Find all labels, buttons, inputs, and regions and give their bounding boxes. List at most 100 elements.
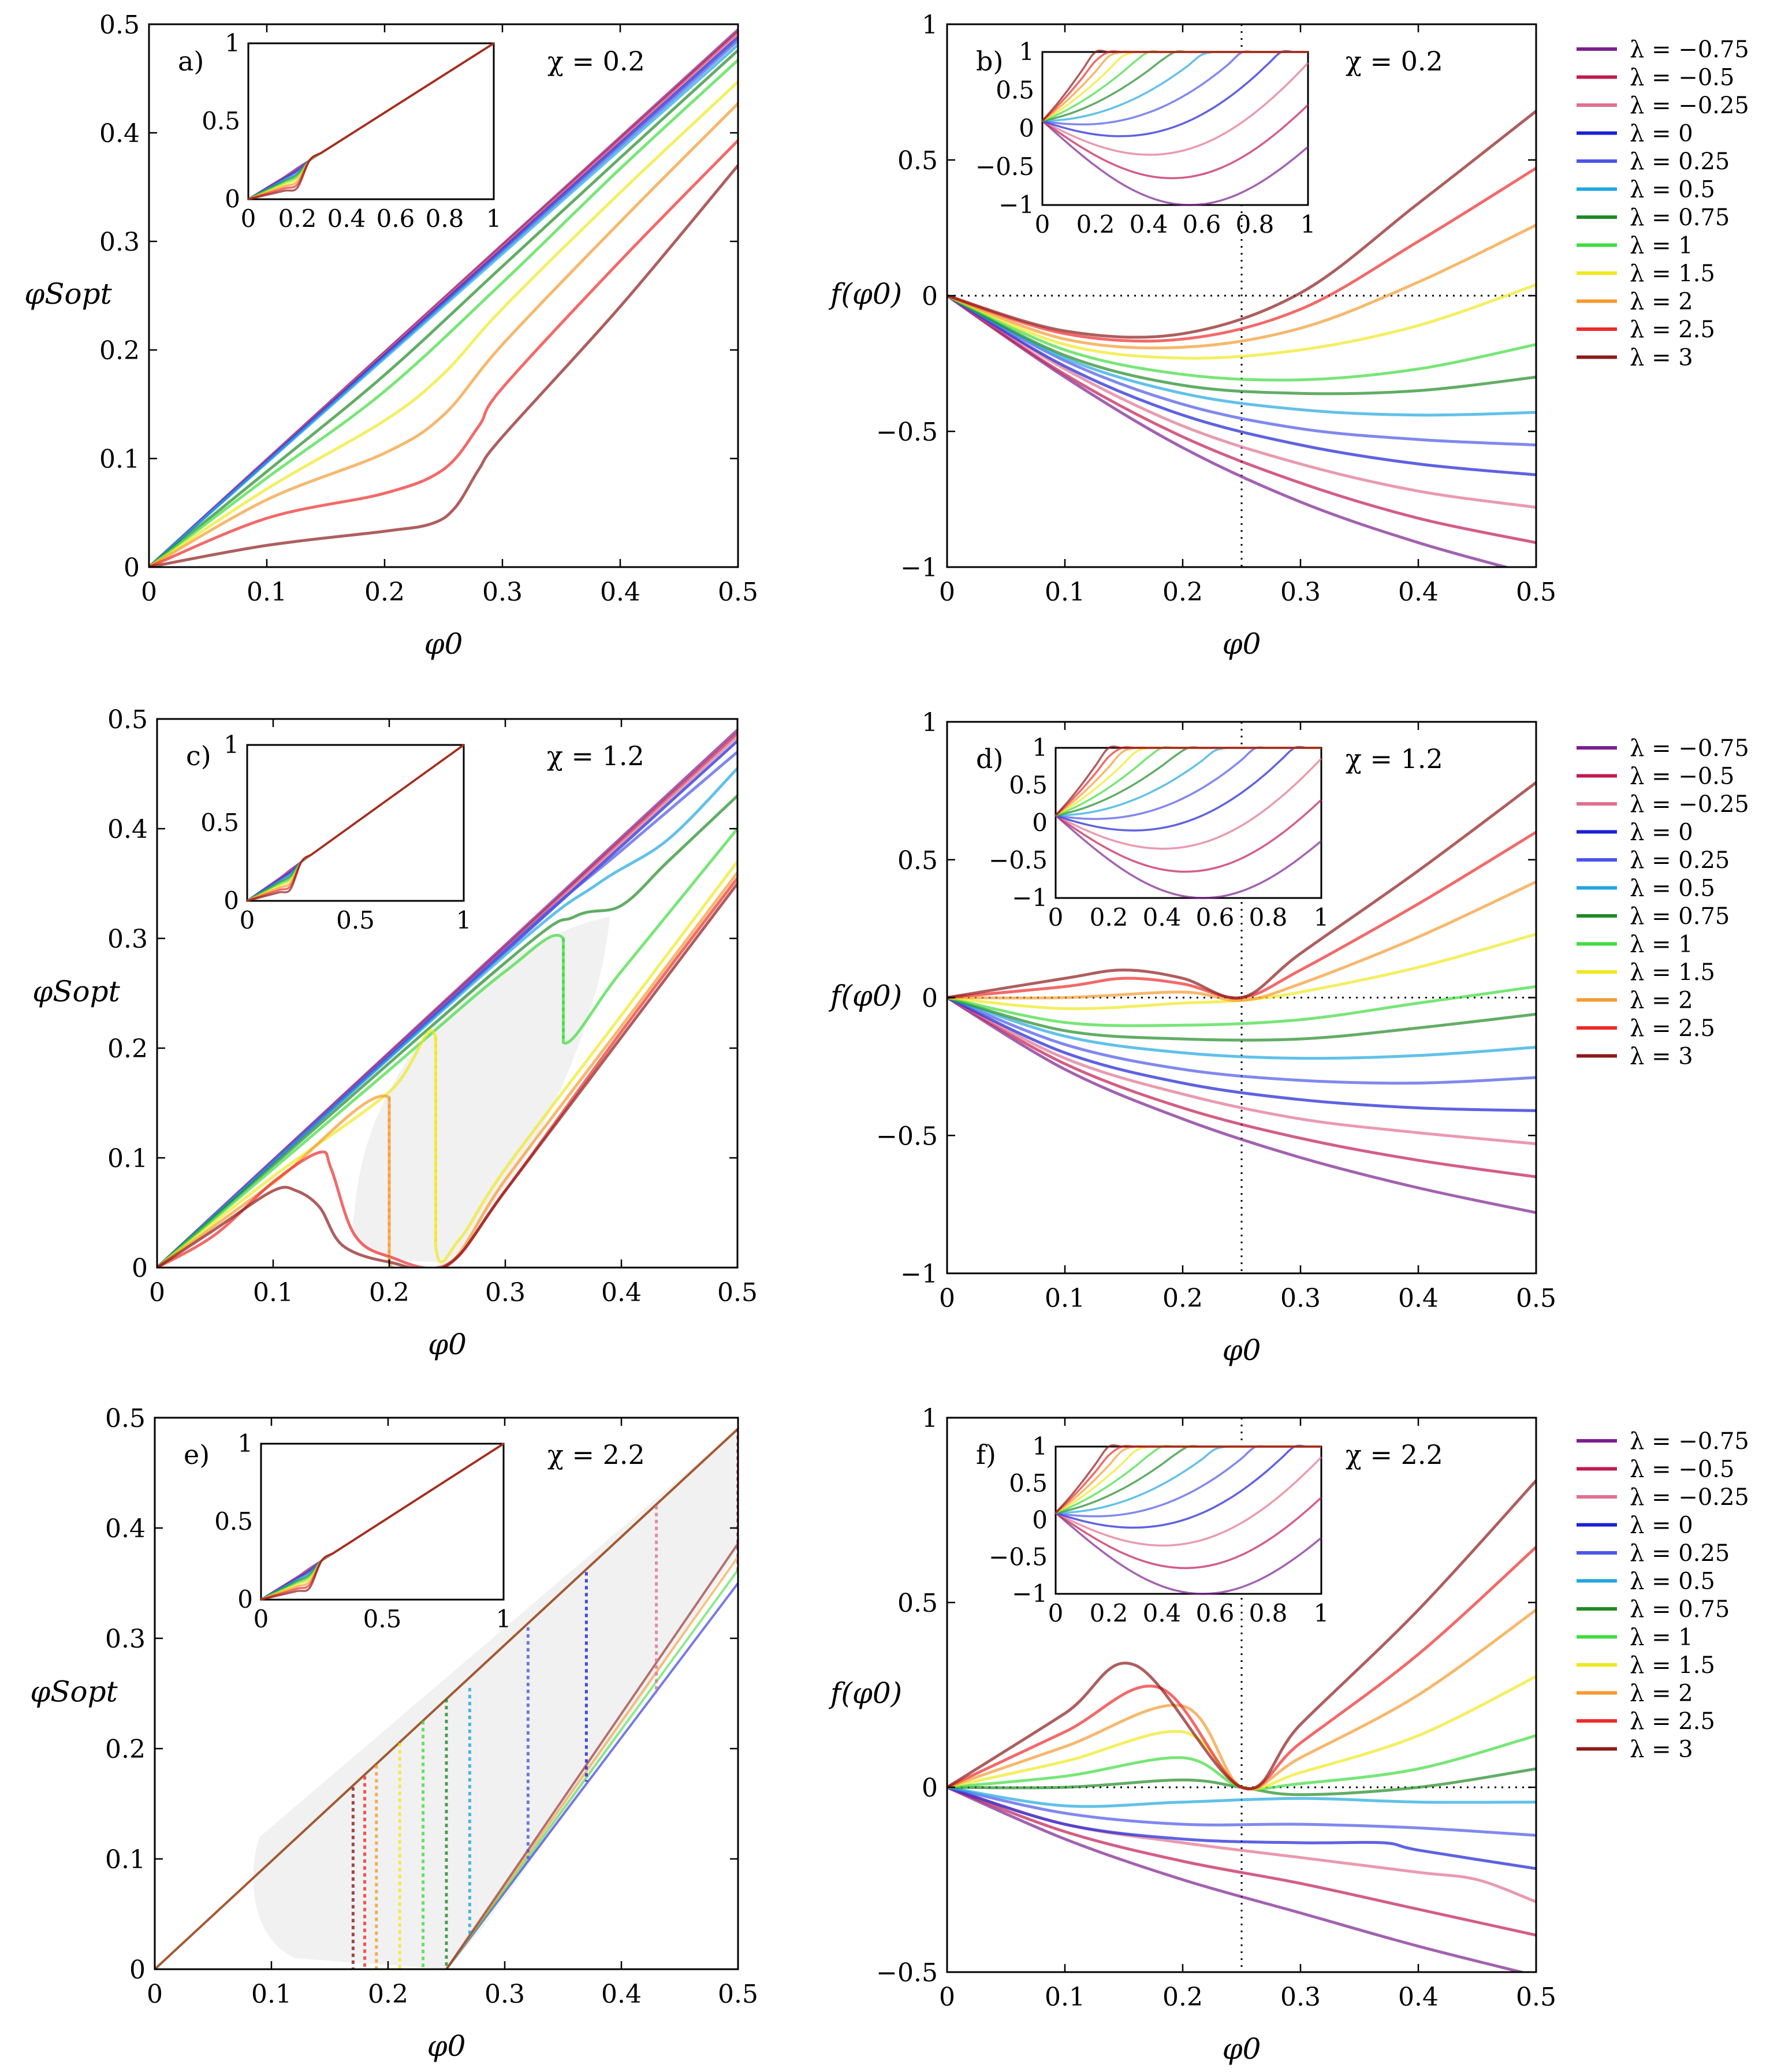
inset-f: 0 0.2 0.4 0.6 0.8 1−1−0.500.51 bbox=[989, 1432, 1329, 1627]
axes-frame bbox=[946, 1417, 1537, 1973]
y-tick-label: 0 bbox=[124, 553, 140, 583]
inset-y-tick-label: 1 bbox=[223, 731, 239, 759]
y-axis-label: φSopt bbox=[24, 277, 112, 311]
chi-annotation: χ = 1.2 bbox=[1346, 743, 1443, 774]
y-tick-label: 0.5 bbox=[107, 705, 148, 735]
inset-series-line bbox=[1041, 49, 1308, 122]
legend-entry: λ = 3 bbox=[1630, 1736, 1693, 1763]
inset-y-tick-label: −0.5 bbox=[989, 1542, 1048, 1571]
legend-entry: λ = 1.5 bbox=[1630, 1652, 1715, 1679]
coexistence-region bbox=[352, 916, 610, 1262]
y-tick-label: 0.4 bbox=[107, 815, 148, 844]
inset-a: 0 0.2 0.4 0.6 0.8 1 0 0.5 1 bbox=[202, 29, 501, 233]
series-line bbox=[947, 294, 1536, 545]
y-tick-label: 1 bbox=[922, 708, 938, 737]
y-tick-label: 0.5 bbox=[99, 10, 140, 40]
y-axis-label: φSopt bbox=[30, 1675, 118, 1709]
inset-b: 0 0.2 0.4 0.6 0.8 1 −1 −0.5 0 0.5 1 bbox=[975, 38, 1316, 238]
y-tick-label: 0.3 bbox=[107, 925, 148, 954]
panel-label: f) bbox=[976, 1439, 996, 1470]
inset-x-tick-label: 0 bbox=[241, 204, 256, 233]
series-line bbox=[947, 996, 1536, 1060]
legend-entry: λ = 2 bbox=[1630, 987, 1693, 1014]
series-line bbox=[947, 1786, 1536, 1937]
inset-x-tick-label: 0.4 bbox=[1130, 210, 1168, 238]
series-line bbox=[149, 49, 738, 567]
series-line bbox=[947, 1786, 1536, 1837]
inset-x-tick-label: 0.2 bbox=[1090, 903, 1128, 931]
inset-x-tick-label: 0.6 bbox=[1196, 903, 1235, 931]
y-tick-label: 0 bbox=[922, 1773, 938, 1803]
series-line bbox=[947, 294, 1536, 396]
legend-entry: λ = 1.5 bbox=[1630, 959, 1715, 986]
legend-entry: λ = −0.75 bbox=[1630, 1428, 1749, 1455]
chi-annotation: χ = 2.2 bbox=[547, 1439, 645, 1470]
inset-y-tick-label: 0.5 bbox=[214, 1507, 253, 1536]
inset-e: 0 0.5 1 0 0.5 1 bbox=[214, 1429, 511, 1633]
inset-x-tick-label: 0.6 bbox=[377, 204, 415, 233]
panel-b: 0 0.1 0.2 0.3 0.4 0.5 −1 −0.5 0 0.5 1 φ0 f(φ0) b) χ = … bbox=[828, 10, 1556, 661]
x-axis-label: φ0 bbox=[1223, 1333, 1261, 1367]
inset-y-tick-label: 0 bbox=[1032, 808, 1048, 837]
inset-x-tick-label: 0.4 bbox=[327, 204, 366, 233]
inset-x-tick-label: 0.2 bbox=[278, 204, 317, 233]
panel-a: 0 0.1 0.2 0.3 0.4 0.5 0 0.1 0.2 0.3 0.4 0.5 φ0 φSopt a… bbox=[24, 10, 758, 661]
axes-frame bbox=[156, 718, 739, 1269]
series-line bbox=[947, 294, 1536, 446]
series-line bbox=[149, 164, 738, 567]
x-tick-label: 0.1 bbox=[1045, 1982, 1085, 2012]
legend-entry: λ = 0.25 bbox=[1630, 148, 1730, 175]
y-tick-label: −1 bbox=[900, 553, 938, 583]
x-tick-label: 0.5 bbox=[1516, 1982, 1556, 2012]
series-line bbox=[157, 860, 737, 1268]
y-tick-label: 0.1 bbox=[99, 445, 140, 474]
inset-y-tick-label: 1 bbox=[237, 1429, 253, 1458]
legend-entry: λ = 0 bbox=[1630, 121, 1693, 147]
inset-series-line bbox=[1055, 1496, 1322, 1570]
inset-series-line bbox=[1054, 799, 1322, 873]
x-tick-label: 0.4 bbox=[601, 1278, 642, 1307]
y-tick-label: 0.5 bbox=[897, 846, 938, 875]
legend-3: λ = −0.75λ = −0.5λ = −0.25λ = 0λ = 0.25λ… bbox=[1577, 1428, 1749, 1763]
series-line bbox=[947, 294, 1536, 509]
x-tick-label: 0.5 bbox=[718, 1980, 758, 2009]
x-tick-label: 0.2 bbox=[1162, 1284, 1203, 1313]
inset-series-line bbox=[1055, 746, 1321, 832]
legend-entry: λ = −0.25 bbox=[1630, 791, 1749, 818]
series-line bbox=[947, 996, 1536, 1146]
x-tick-label: 0.5 bbox=[718, 577, 758, 607]
inset-x-tick-label: 0 bbox=[1048, 1599, 1064, 1627]
inset-y-tick-label: 1 bbox=[1019, 38, 1034, 66]
inset-series-line bbox=[1054, 814, 1322, 899]
legend-entry: λ = −0.25 bbox=[1630, 1484, 1749, 1511]
y-tick-label: 1 bbox=[922, 1404, 938, 1433]
inset-y-tick-label: −0.5 bbox=[989, 846, 1048, 874]
y-axis-label: φSopt bbox=[32, 975, 120, 1008]
x-tick-label: 0.2 bbox=[369, 1278, 409, 1307]
inset-y-tick-label: 1 bbox=[1032, 1432, 1048, 1460]
x-tick-label: 0.3 bbox=[1280, 577, 1321, 607]
y-tick-label: −0.5 bbox=[876, 418, 938, 447]
legend-entry: λ = 0.5 bbox=[1630, 177, 1715, 203]
legend-entry: λ = 0.75 bbox=[1630, 1596, 1730, 1623]
series-line bbox=[947, 1786, 1536, 1903]
inset-series-line bbox=[1041, 120, 1309, 206]
inset-y-tick-label: 0 bbox=[225, 185, 240, 213]
panel-label: e) bbox=[184, 1439, 210, 1470]
inset-y-tick-label: 1 bbox=[1032, 733, 1048, 762]
legend-entry: λ = 2.5 bbox=[1630, 1015, 1715, 1042]
panel-label: d) bbox=[976, 743, 1003, 774]
series-line bbox=[947, 294, 1511, 567]
y-tick-label: 0.2 bbox=[107, 1034, 148, 1064]
legend-entry: λ = 1.5 bbox=[1630, 260, 1715, 287]
legend-entry: λ = −0.75 bbox=[1630, 36, 1749, 63]
series-line bbox=[149, 139, 738, 567]
y-tick-label: 0.1 bbox=[107, 1144, 148, 1173]
x-tick-label: 0.5 bbox=[1516, 577, 1556, 607]
y-tick-label: 0.2 bbox=[105, 1735, 146, 1764]
y-tick-label: 0.3 bbox=[105, 1624, 146, 1654]
x-tick-label: 0.1 bbox=[251, 1980, 292, 2009]
x-tick-label: 0.3 bbox=[485, 1278, 526, 1307]
series-line bbox=[947, 110, 1536, 339]
